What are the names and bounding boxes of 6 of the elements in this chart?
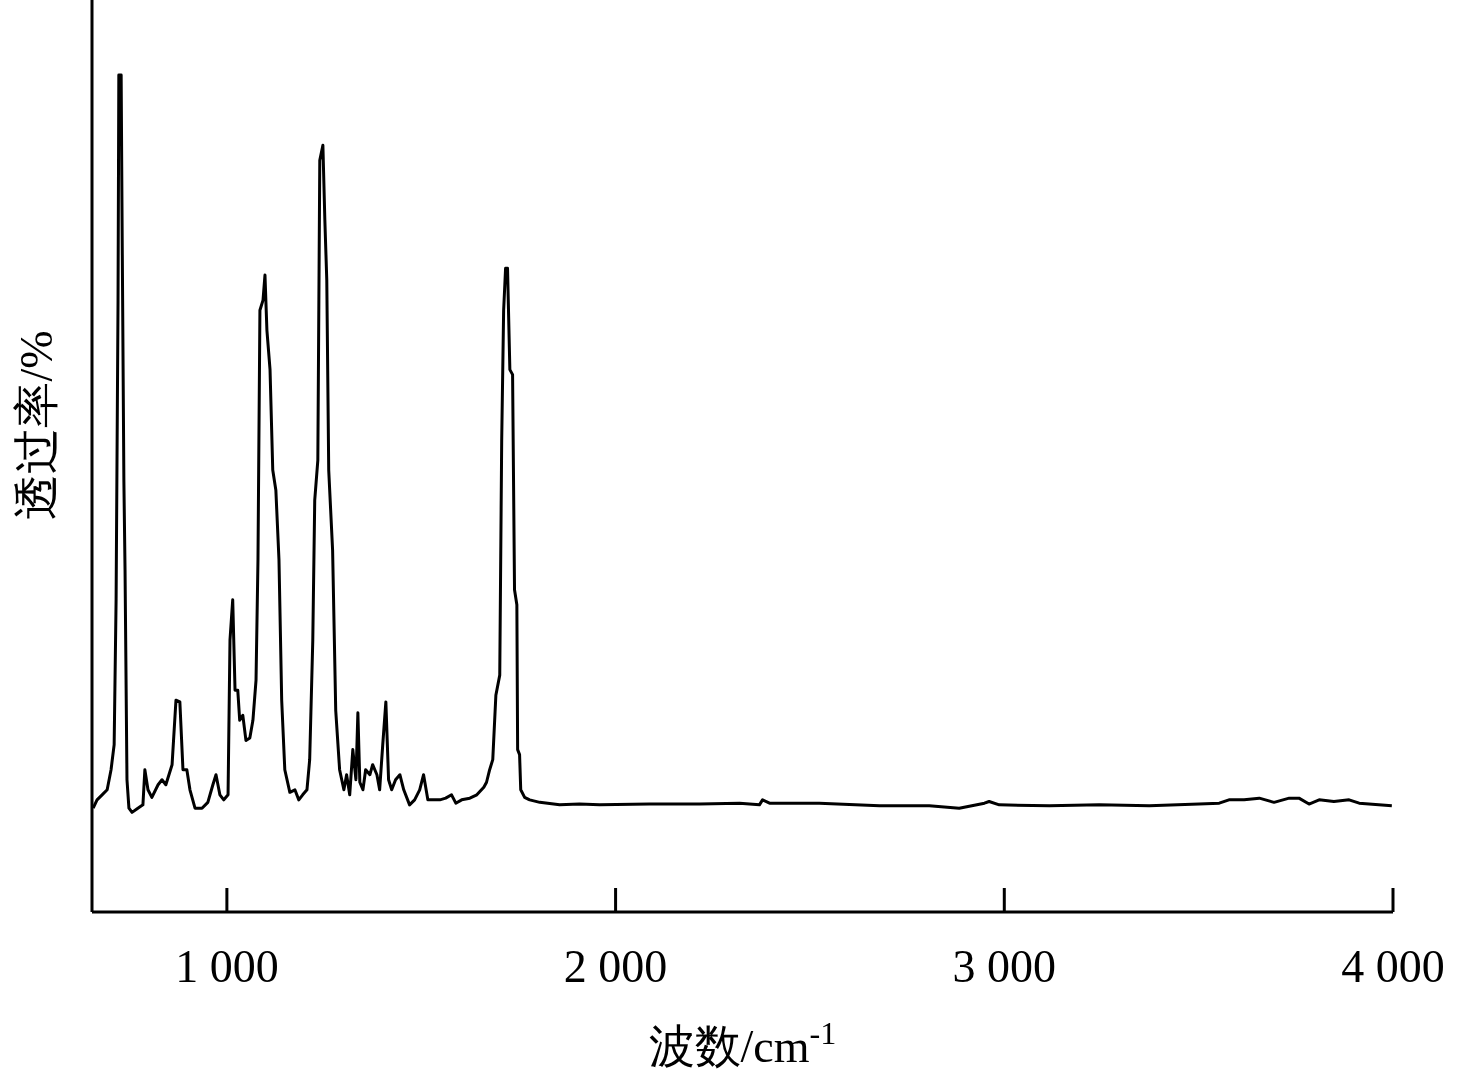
x-axis-title: 波数/cm$^{-1}$ [648,1015,837,1072]
x-tick-label: 2 000 [563,941,668,992]
y-axis-title: 透过率/% [11,330,62,520]
x-tick-label: 4 000 [1341,941,1445,992]
x-tick-label: 3 000 [952,941,1057,992]
x-tick-label: 1 000 [175,941,279,992]
